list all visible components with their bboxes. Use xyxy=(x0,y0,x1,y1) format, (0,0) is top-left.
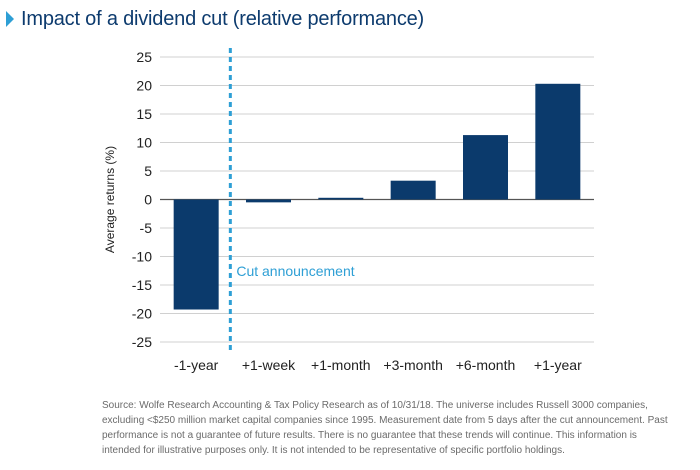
x-tick-label: +1-month xyxy=(311,357,371,373)
x-tick-label: +6-month xyxy=(456,357,516,373)
x-tick-label: -1-year xyxy=(174,357,219,373)
y-tick-label: 0 xyxy=(144,192,152,208)
bars xyxy=(173,83,581,310)
x-tick-labels: -1-year +1-week +1-month +3-month +6-month +1… xyxy=(174,357,582,373)
bar-chart: 25 20 15 10 5 0 -5 -10 -15 -20 -25 -1-year +1-week +… xyxy=(103,48,594,373)
bar-+1-week xyxy=(246,199,291,203)
source-footnote: Source: Wolfe Research Accounting & Tax … xyxy=(102,400,668,456)
y-tick-label: -20 xyxy=(132,306,152,322)
y-tick-label: 5 xyxy=(144,163,152,179)
x-tick-label: +3-month xyxy=(383,357,443,373)
title-arrow-icon xyxy=(6,11,14,27)
bar-+3-month xyxy=(390,180,436,200)
y-tick-label: 25 xyxy=(136,49,152,65)
cut-announcement-label: Cut announcement xyxy=(236,263,354,279)
y-axis-label: Average returns (%) xyxy=(103,146,117,253)
y-tick-label: 15 xyxy=(136,106,152,122)
bar-+6-month xyxy=(463,135,508,200)
y-tick-label: -25 xyxy=(132,334,152,350)
bar-+1-year xyxy=(535,83,581,200)
gridlines xyxy=(160,56,594,343)
bar--1-year xyxy=(173,199,219,310)
bar-+1-month xyxy=(318,197,364,200)
y-tick-label: -15 xyxy=(132,277,152,293)
x-tick-label: +1-week xyxy=(242,357,296,373)
y-tick-label: -10 xyxy=(132,249,152,265)
chart-title: Impact of a dividend cut (relative perfo… xyxy=(21,7,425,30)
x-tick-label: +1-year xyxy=(534,357,582,373)
y-tick-label: -5 xyxy=(140,220,153,236)
y-tick-labels: 25 20 15 10 5 0 -5 -10 -15 -20 -25 xyxy=(132,49,152,350)
title-block: Impact of a dividend cut (relative perfo… xyxy=(6,8,424,30)
y-tick-label: 20 xyxy=(136,78,152,94)
y-tick-label: 10 xyxy=(136,135,152,151)
